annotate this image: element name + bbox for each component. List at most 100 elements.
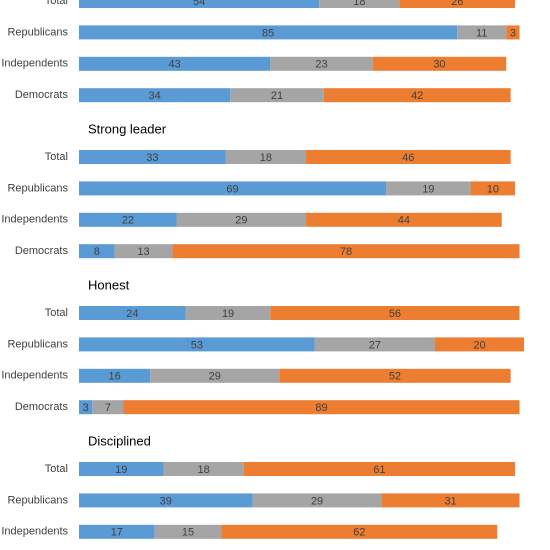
value-label: 3: [83, 402, 89, 414]
value-label: 61: [373, 464, 385, 476]
panel-title: Disciplined: [88, 433, 151, 448]
bar-segment: [79, 25, 458, 40]
value-label: 19: [115, 464, 127, 476]
value-label: 17: [111, 527, 123, 539]
category-label: Total: [45, 463, 68, 475]
bar-segment: [435, 337, 524, 352]
value-label: 16: [108, 371, 120, 383]
value-label: 21: [271, 90, 283, 102]
category-label: Total: [45, 307, 68, 319]
value-label: 26: [451, 0, 463, 8]
value-label: 10: [487, 183, 499, 195]
category-label: Independents: [1, 58, 68, 70]
panel-title: Honest: [88, 277, 130, 292]
value-label: 29: [235, 215, 247, 227]
category-label: Independents: [1, 214, 68, 226]
value-label: 69: [226, 183, 238, 195]
bar-segment: [123, 400, 520, 415]
bar-segment: [79, 212, 177, 227]
value-label: 19: [422, 183, 434, 195]
value-label: 27: [369, 339, 381, 351]
bar-segment: [225, 150, 306, 164]
bar-segment: [79, 400, 93, 415]
bar-segment: [114, 244, 173, 259]
value-label: 13: [137, 246, 149, 258]
value-label: 7: [105, 402, 111, 414]
category-label: Independents: [1, 526, 68, 538]
bar-segment: [243, 462, 516, 476]
bar-segment: [172, 244, 520, 259]
bar-segment: [319, 0, 400, 8]
value-label: 78: [340, 246, 352, 258]
value-label: 34: [149, 90, 161, 102]
value-label: 85: [262, 27, 274, 39]
bar-segment: [176, 212, 306, 227]
bar-segment: [230, 88, 324, 103]
bar-segment: [79, 244, 115, 259]
value-label: 24: [126, 308, 138, 320]
value-label: 11: [476, 27, 487, 39]
value-label: 15: [182, 527, 194, 539]
value-label: 31: [444, 495, 456, 507]
value-label: 33: [146, 152, 158, 164]
bar-segment: [323, 88, 511, 103]
value-label: 23: [315, 59, 327, 71]
value-label: 44: [398, 215, 410, 227]
bar-segment: [79, 368, 151, 383]
value-label: 22: [122, 215, 134, 227]
bar-segment: [79, 337, 315, 352]
bar-segment: [270, 56, 373, 71]
value-label: 20: [473, 339, 485, 351]
category-label: Total: [45, 151, 68, 163]
category-label: Republicans: [7, 494, 68, 506]
category-label: Independents: [1, 370, 68, 382]
value-label: 54: [193, 0, 205, 8]
bar-segment: [221, 524, 498, 539]
bar-segment: [381, 493, 520, 508]
bar-segment: [506, 25, 520, 40]
bar-segment: [79, 181, 387, 196]
bar-segment: [457, 25, 507, 40]
bar-segment: [305, 150, 511, 164]
bar-segment: [79, 150, 226, 164]
bar-segment: [79, 306, 186, 320]
value-label: 18: [260, 152, 272, 164]
bar-segment: [252, 493, 382, 508]
category-label: Democrats: [15, 401, 69, 413]
bar-segment: [150, 368, 280, 383]
category-label: Democrats: [15, 89, 69, 101]
value-label: 8: [94, 246, 100, 258]
bar-segment: [79, 88, 231, 103]
category-label: Republicans: [7, 182, 68, 194]
value-label: 30: [433, 59, 445, 71]
bar-segment: [79, 56, 271, 71]
category-label: Republicans: [7, 26, 68, 38]
bar-segment: [79, 493, 253, 508]
value-label: 62: [353, 527, 365, 539]
bar-segment: [185, 306, 271, 320]
panel-title: Strong leader: [88, 121, 167, 136]
value-label: 89: [315, 402, 327, 414]
value-label: 29: [209, 371, 221, 383]
value-label: 39: [160, 495, 172, 507]
bar-segment: [79, 462, 164, 476]
bar-segment: [470, 181, 516, 196]
value-label: 19: [222, 308, 234, 320]
category-label: Republicans: [7, 338, 68, 350]
bar-segment: [79, 524, 155, 539]
bar-segment: [305, 212, 502, 227]
bar-segment: [163, 462, 244, 476]
value-label: 46: [402, 152, 414, 164]
bar-segment: [399, 0, 516, 8]
bar-segment: [154, 524, 222, 539]
value-label: 18: [353, 0, 365, 8]
bar-segment: [79, 0, 320, 8]
bar-segment: [372, 56, 507, 71]
category-label: Total: [45, 0, 68, 7]
bar-segment: [279, 368, 511, 383]
bar-segment: [386, 181, 471, 196]
value-label: 53: [191, 339, 203, 351]
value-label: 56: [389, 308, 401, 320]
